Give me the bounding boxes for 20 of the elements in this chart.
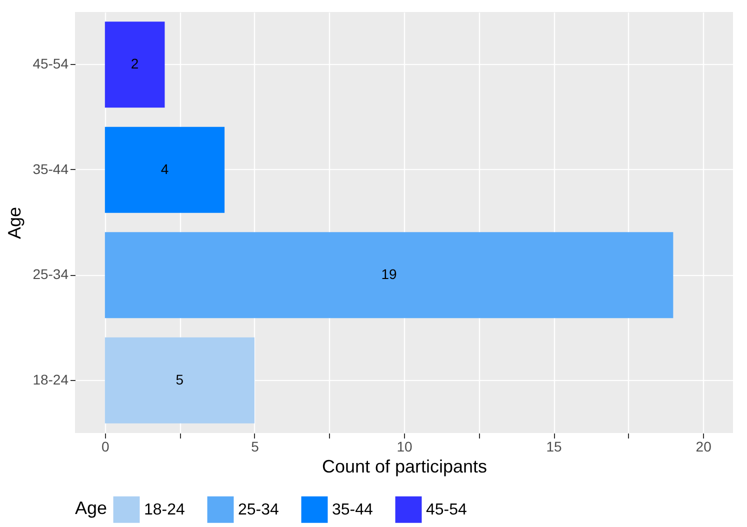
- legend-label: 45-54: [426, 502, 468, 519]
- x-axis-title: Count of participants: [322, 456, 488, 476]
- x-tick-label: 5: [251, 438, 260, 454]
- legend-label: 25-34: [238, 502, 280, 519]
- data-label: 5: [176, 371, 184, 388]
- y-tick-label: 18-24: [32, 371, 69, 388]
- y-tick-label: 35-44: [32, 160, 69, 177]
- x-tick-label: 10: [396, 438, 412, 454]
- legend-label: 35-44: [332, 502, 374, 519]
- data-label: 19: [381, 266, 398, 282]
- y-tick-label: 25-34: [32, 266, 69, 282]
- legend-title: Age: [75, 498, 108, 518]
- legend-label: 18-24: [144, 502, 186, 519]
- x-tick-label: 20: [696, 438, 712, 454]
- x-tick-label: 0: [102, 438, 110, 454]
- y-tick-label: 45-54: [32, 56, 69, 72]
- data-label: 4: [160, 160, 169, 177]
- x-tick-label: 15: [546, 438, 562, 454]
- y-axis-title: Age: [4, 206, 25, 240]
- data-label: 2: [130, 56, 139, 72]
